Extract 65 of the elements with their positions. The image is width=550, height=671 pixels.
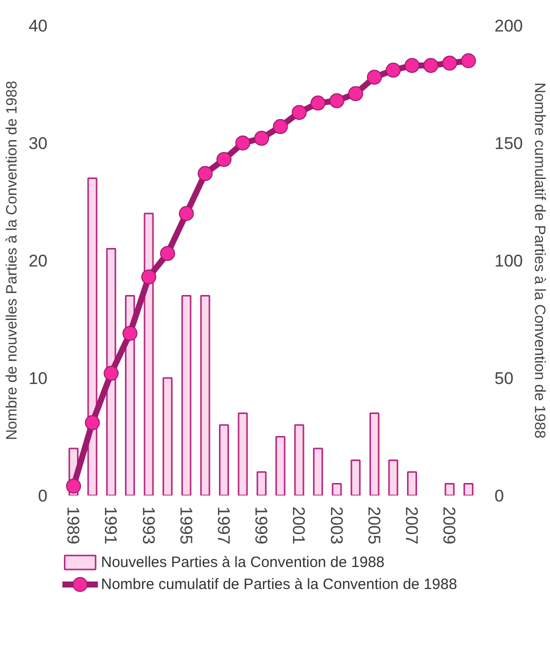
bar xyxy=(350,460,361,496)
bar xyxy=(388,460,398,496)
y2-tick-label: 100 xyxy=(494,252,523,270)
bar xyxy=(256,471,267,496)
point xyxy=(235,136,250,150)
bar xyxy=(463,483,474,496)
y-tick-label: 0 xyxy=(38,486,48,506)
point xyxy=(460,53,476,68)
y-tick-label: 30 xyxy=(28,134,48,153)
y2-tick-label: 200 xyxy=(494,16,523,36)
point xyxy=(423,58,438,73)
legend-label: Nouvelles Parties à la Convention de 1988 xyxy=(101,554,385,571)
bar xyxy=(369,412,380,496)
point xyxy=(404,58,420,73)
point xyxy=(66,478,82,494)
bar xyxy=(332,483,342,496)
x-tick-label: 2003 xyxy=(326,506,346,544)
bar xyxy=(219,424,229,496)
point xyxy=(292,104,307,120)
bar xyxy=(407,471,418,496)
x-tick-label: 2001 xyxy=(289,506,308,544)
y2-tick-label: 150 xyxy=(494,134,523,153)
bar xyxy=(200,295,210,496)
x-tick-label: 2005 xyxy=(364,506,384,544)
point xyxy=(178,206,194,221)
point xyxy=(104,366,119,381)
point xyxy=(122,326,138,341)
point xyxy=(254,130,270,146)
y2-axis-title: Nombre cumulatif de Parties à la Convention de 1988 xyxy=(530,82,548,439)
y-tick-label: 10 xyxy=(28,369,48,388)
point xyxy=(216,152,232,167)
bar xyxy=(162,377,173,496)
x-tick-label: 2007 xyxy=(402,506,422,544)
y-axis-title: Nombre de nouvelles Parties à la Convention de 1988 xyxy=(4,80,21,440)
bar xyxy=(87,178,98,496)
legend-label: Nombre cumulatif de Parties à la Convention de 1988 xyxy=(101,576,458,593)
point xyxy=(198,166,213,182)
y2-tick-label: 0 xyxy=(494,486,504,506)
point xyxy=(386,62,401,78)
bar xyxy=(238,412,248,496)
bar xyxy=(181,295,192,496)
point xyxy=(366,70,382,85)
y-tick-label: 40 xyxy=(28,16,48,36)
y2-tick-label: 50 xyxy=(494,369,514,388)
point xyxy=(84,415,100,430)
point xyxy=(329,93,344,108)
bar xyxy=(106,248,116,496)
x-tick-label: 2009 xyxy=(440,506,459,544)
point xyxy=(310,96,326,111)
x-tick-label: 1993 xyxy=(138,506,158,544)
bar xyxy=(294,424,304,496)
point xyxy=(442,56,458,71)
point xyxy=(160,246,176,261)
y-tick-label: 20 xyxy=(28,252,48,270)
x-tick-label: 1989 xyxy=(64,506,83,544)
bar xyxy=(275,436,286,496)
point xyxy=(348,86,364,102)
x-tick-label: 1997 xyxy=(214,506,233,544)
point xyxy=(141,269,156,284)
point xyxy=(272,119,288,134)
x-tick-label: 1991 xyxy=(101,506,120,544)
bar xyxy=(313,448,323,496)
bar xyxy=(444,483,455,496)
x-tick-label: 1999 xyxy=(252,506,271,544)
x-tick-label: 1995 xyxy=(176,506,196,544)
